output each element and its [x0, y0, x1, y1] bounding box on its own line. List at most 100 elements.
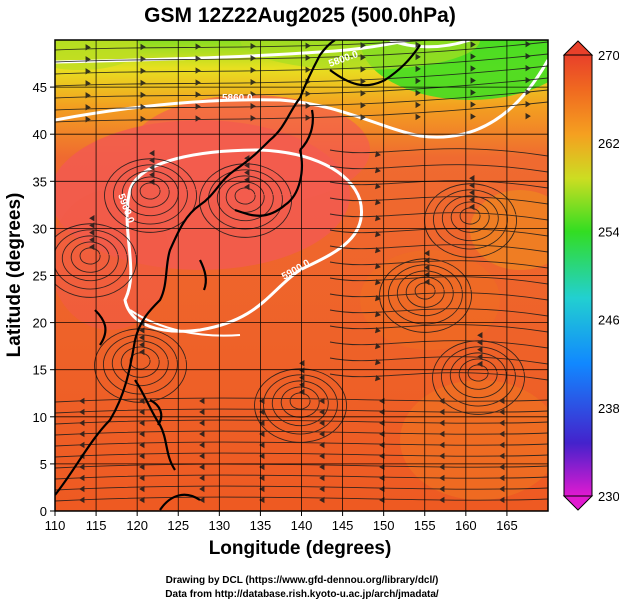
stream-arrow — [199, 463, 205, 471]
stream-arrow — [199, 419, 205, 427]
stream-arrow — [319, 397, 325, 405]
stream-arrow — [199, 474, 205, 482]
stream-arrow — [415, 65, 421, 73]
stream-arrow — [470, 53, 476, 60]
streamline — [329, 196, 548, 205]
stream-arrow — [375, 294, 381, 302]
stream-arrow — [470, 113, 476, 120]
streamline — [139, 182, 161, 200]
stream-arrow — [499, 496, 505, 504]
stream-arrow — [140, 79, 146, 87]
stream-arrow — [250, 78, 256, 86]
streamline — [329, 324, 548, 333]
stream-arrow — [319, 408, 325, 416]
stream-arrow — [360, 78, 366, 85]
stream-arrow — [439, 474, 445, 482]
streamline — [440, 346, 516, 407]
x-tick-label: 165 — [496, 518, 518, 533]
y-tick-label: 35 — [33, 174, 47, 189]
streamline — [432, 340, 525, 415]
x-tick-label: 110 — [45, 518, 66, 533]
stream-arrow — [140, 91, 146, 99]
stream-arrow — [299, 388, 305, 396]
temperature-field — [55, 40, 548, 511]
stream-arrow — [195, 79, 201, 86]
y-tick-label: 25 — [33, 269, 47, 284]
stream-arrow — [79, 397, 85, 405]
stream-arrow — [85, 68, 91, 75]
streamline — [199, 163, 292, 238]
x-tick-label: 130 — [208, 518, 230, 533]
stream-arrow — [375, 246, 381, 254]
stream-arrow — [199, 441, 205, 449]
stream-arrow — [149, 171, 155, 178]
stream-arrow — [319, 474, 325, 482]
stream-arrow — [259, 485, 265, 493]
stream-arrow — [259, 441, 265, 449]
stream-arrow — [499, 474, 505, 482]
streamline — [55, 229, 128, 290]
stream-arrow — [305, 114, 311, 121]
stream-arrow — [470, 101, 476, 108]
stream-arrow — [360, 102, 366, 109]
streamline — [94, 328, 187, 403]
streamline — [289, 392, 311, 410]
stream-arrow — [470, 77, 476, 84]
stream-arrow — [250, 54, 256, 62]
stream-arrow — [149, 178, 155, 186]
stream-arrow — [140, 115, 146, 123]
stream-arrow — [259, 430, 265, 438]
stream-arrow — [299, 381, 305, 388]
stream-arrow — [89, 215, 95, 222]
stream-arrow — [79, 496, 85, 504]
stream-arrow — [199, 397, 205, 405]
colorbar-label: 262 — [598, 136, 619, 151]
stream-arrow — [470, 65, 476, 72]
stream-arrow — [139, 419, 145, 427]
stream-arrow — [259, 408, 265, 416]
stream-arrow — [439, 463, 445, 471]
stream-arrow — [139, 408, 145, 416]
streamline — [329, 212, 548, 221]
y-tick-label: 30 — [33, 221, 47, 236]
stream-arrow — [360, 42, 366, 49]
stream-arrow — [469, 203, 475, 211]
stream-arrow — [424, 264, 430, 271]
streamline — [55, 101, 548, 123]
stream-arrow — [89, 229, 95, 236]
contour-label-1: 5860.0 — [222, 93, 253, 104]
x-axis-label: Longitude (degrees) — [209, 538, 392, 559]
stream-arrow — [360, 54, 366, 61]
stream-arrow — [305, 54, 311, 61]
stream-arrow — [375, 150, 381, 158]
stream-arrow — [415, 101, 421, 109]
stream-arrow — [319, 452, 325, 460]
stream-arrow — [140, 55, 146, 63]
stream-arrow — [139, 474, 145, 482]
stream-arrow — [424, 250, 430, 257]
y-tick-label: 15 — [33, 363, 47, 378]
streamline — [207, 169, 283, 230]
streamline — [111, 340, 169, 387]
stream-arrow — [244, 183, 250, 191]
credit-line-1: Drawing by DCL (https://www.gfd-dennou.o… — [166, 575, 439, 586]
x-tick-label: 115 — [86, 518, 107, 533]
stream-arrow — [195, 91, 201, 98]
streamline — [329, 372, 548, 381]
stream-arrow — [525, 112, 531, 120]
stream-arrow — [375, 342, 381, 350]
colorbar-max-arrow — [562, 40, 594, 56]
stream-arrow — [415, 53, 421, 61]
colorbar-bar — [563, 54, 593, 497]
stream-arrow — [375, 166, 381, 174]
streamline — [329, 148, 548, 157]
stream-arrow — [469, 189, 475, 196]
y-tick-label: 10 — [33, 410, 47, 425]
streamline — [130, 176, 170, 208]
stream-arrow — [375, 278, 381, 286]
stream-arrow — [477, 360, 483, 368]
stream-arrow — [79, 441, 85, 449]
streamline — [280, 386, 320, 418]
streamline — [432, 189, 508, 250]
